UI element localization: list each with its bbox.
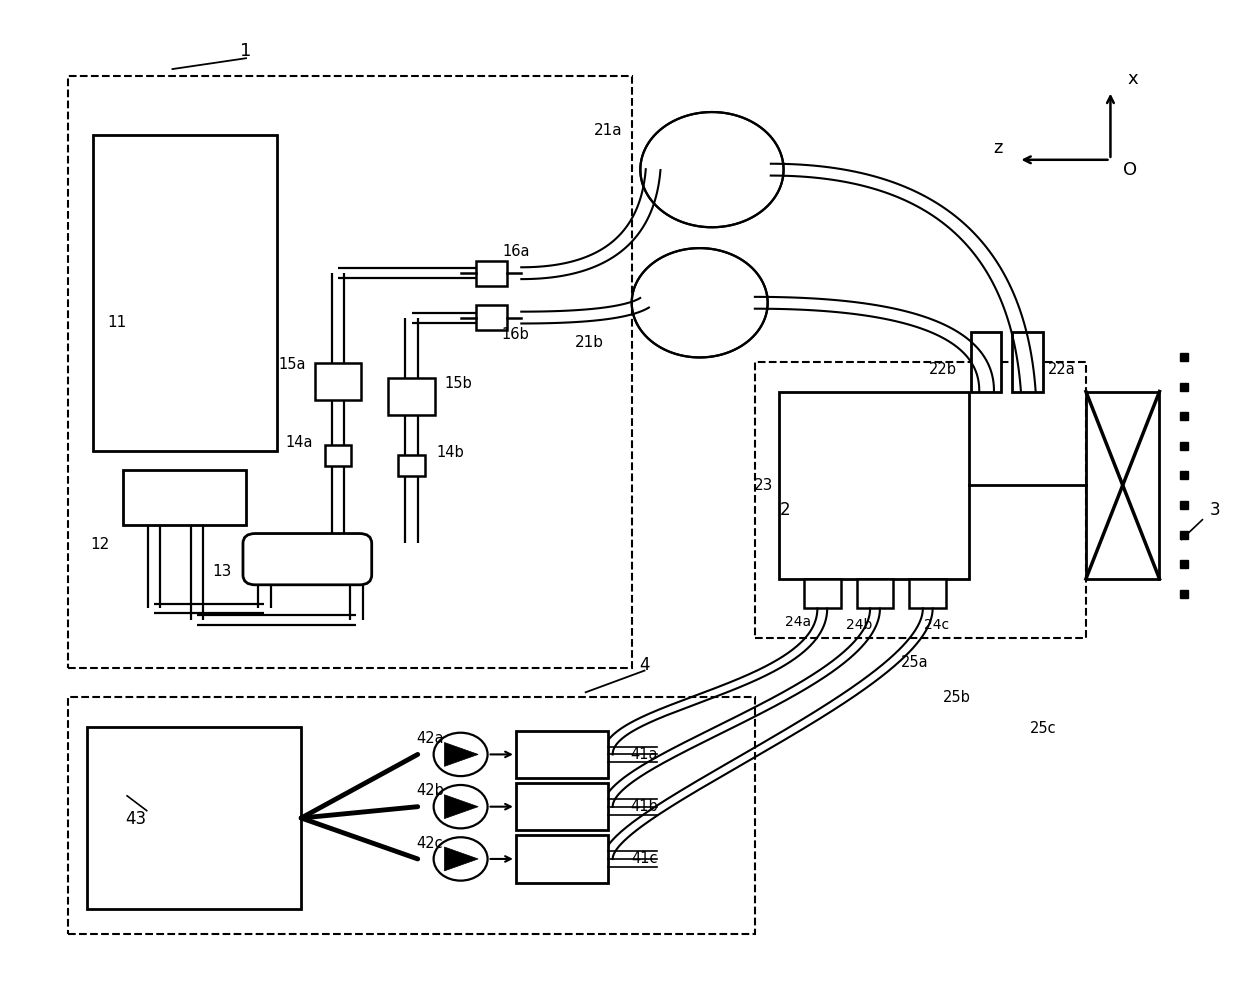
Bar xyxy=(476,261,507,286)
Bar xyxy=(325,445,351,466)
Bar xyxy=(68,76,632,668)
Text: 25b: 25b xyxy=(944,690,971,705)
Text: 24b: 24b xyxy=(846,618,872,632)
Polygon shape xyxy=(444,847,479,871)
Bar xyxy=(755,362,1086,638)
Bar xyxy=(780,392,970,579)
Bar xyxy=(1012,332,1043,392)
Bar xyxy=(516,783,608,830)
Polygon shape xyxy=(444,795,479,819)
Text: 24a: 24a xyxy=(785,615,811,629)
Bar xyxy=(804,579,841,608)
Bar xyxy=(124,470,246,525)
Text: x: x xyxy=(1127,70,1138,88)
Bar xyxy=(388,378,435,415)
Bar xyxy=(68,697,755,934)
Bar xyxy=(1086,392,1159,579)
Text: 2: 2 xyxy=(780,501,791,519)
Text: 42b: 42b xyxy=(415,783,444,798)
Text: 43: 43 xyxy=(125,810,146,828)
Text: 1: 1 xyxy=(241,42,252,60)
Text: 25c: 25c xyxy=(1029,721,1056,736)
Text: 12: 12 xyxy=(91,537,110,552)
Text: 22a: 22a xyxy=(1048,362,1075,377)
Text: 11: 11 xyxy=(108,315,126,330)
Text: 41b: 41b xyxy=(631,799,658,814)
Bar xyxy=(516,835,608,883)
Bar xyxy=(87,727,301,909)
Text: 13: 13 xyxy=(212,564,231,578)
Bar xyxy=(476,305,507,330)
Text: 4: 4 xyxy=(640,656,650,674)
Text: z: z xyxy=(993,139,1002,157)
FancyBboxPatch shape xyxy=(243,534,372,585)
Bar xyxy=(909,579,946,608)
Text: 23: 23 xyxy=(754,478,774,493)
Text: 41c: 41c xyxy=(631,851,657,866)
Polygon shape xyxy=(444,742,479,766)
Text: 25a: 25a xyxy=(900,655,928,670)
Circle shape xyxy=(434,837,487,881)
Text: 41a: 41a xyxy=(631,747,658,762)
Text: 22b: 22b xyxy=(929,362,956,377)
Text: O: O xyxy=(1123,161,1137,179)
Text: 3: 3 xyxy=(1209,501,1220,519)
Text: 14b: 14b xyxy=(436,445,465,460)
Bar xyxy=(1086,392,1159,579)
Text: 21b: 21b xyxy=(575,335,604,350)
Bar xyxy=(971,332,1002,392)
Text: 15b: 15b xyxy=(444,376,472,391)
Bar xyxy=(398,455,425,476)
Text: 16a: 16a xyxy=(502,244,529,259)
Text: 24c: 24c xyxy=(924,618,949,632)
Text: 16b: 16b xyxy=(502,327,529,342)
Text: 42c: 42c xyxy=(417,836,443,851)
Circle shape xyxy=(434,785,487,828)
Text: 21a: 21a xyxy=(594,123,622,138)
Circle shape xyxy=(434,733,487,776)
Text: 42a: 42a xyxy=(417,731,444,746)
Bar xyxy=(857,579,894,608)
Bar xyxy=(315,363,361,400)
Text: 14a: 14a xyxy=(285,435,312,450)
Text: 15a: 15a xyxy=(279,357,306,372)
Bar xyxy=(93,135,277,451)
Bar xyxy=(516,731,608,778)
